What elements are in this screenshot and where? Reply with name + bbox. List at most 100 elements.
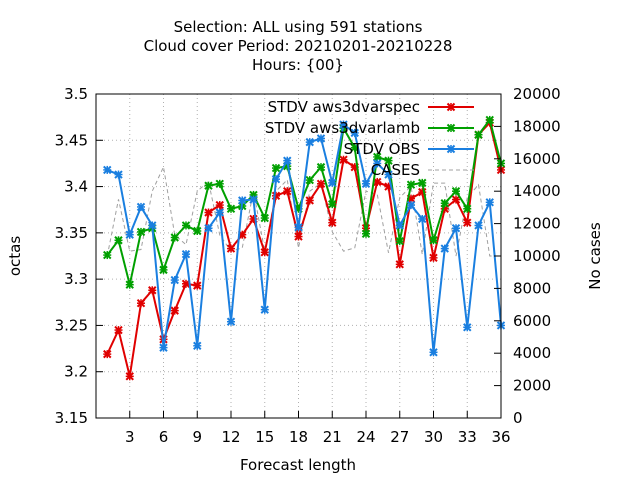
x-tick-label: 6	[159, 428, 169, 446]
x-tick-label: 3	[125, 428, 135, 446]
series-point	[440, 244, 449, 253]
y2-tick-label: 8000	[513, 279, 551, 297]
series-point	[474, 130, 483, 139]
y-tick-label: 3.2	[64, 363, 88, 381]
series-point	[181, 249, 191, 259]
series-point	[283, 156, 292, 165]
series-point	[193, 281, 202, 290]
series-point	[260, 305, 269, 314]
series-point	[305, 137, 314, 147]
series-point	[136, 227, 146, 237]
series-point	[204, 208, 213, 217]
series-point	[373, 159, 382, 168]
x-tick-label: 36	[491, 428, 510, 446]
series-point	[418, 178, 427, 188]
series-point	[463, 323, 472, 332]
series-point	[328, 218, 337, 227]
series-point	[406, 180, 416, 189]
series-point	[193, 226, 202, 236]
series-point	[215, 179, 224, 189]
x-axis-label: Forecast length	[240, 456, 356, 474]
series-point	[451, 195, 461, 204]
y-tick-label: 3.5	[64, 85, 88, 103]
series-point	[395, 221, 404, 230]
grid	[96, 93, 502, 419]
title-line-3: Hours: {00}	[252, 56, 344, 74]
x-tick-label: 27	[390, 428, 409, 446]
series-point	[271, 174, 281, 184]
series-point	[429, 253, 438, 263]
series-point	[226, 204, 236, 213]
series-line	[106, 122, 502, 353]
series-point	[215, 208, 224, 217]
series-point	[170, 233, 179, 242]
series-point	[103, 165, 112, 175]
y2-tick-label: 12000	[513, 215, 561, 233]
series-line	[106, 117, 502, 285]
series-point	[204, 224, 213, 233]
series-point	[114, 325, 123, 335]
y-tick-label: 3.4	[64, 178, 88, 196]
series-point	[148, 286, 157, 295]
series-point	[316, 162, 326, 172]
series-point	[125, 280, 134, 289]
y2-tick-label: 4000	[513, 344, 551, 362]
series-point	[103, 250, 112, 260]
series-point	[384, 156, 393, 165]
series-point	[249, 195, 258, 204]
y2-tick-label: 6000	[513, 312, 551, 330]
series-point	[328, 178, 337, 188]
x-tick-label: 15	[255, 428, 274, 446]
series-point	[271, 191, 281, 201]
x-tick-label: 9	[192, 428, 202, 446]
series-point	[463, 218, 472, 227]
x-tick-label: 24	[356, 428, 375, 446]
series-point	[159, 343, 168, 352]
series-point	[181, 221, 191, 230]
series-point	[294, 223, 303, 232]
series-point	[305, 196, 314, 205]
series-point	[429, 236, 438, 245]
y2-tick-label: 10000	[513, 247, 561, 265]
legend-label: STDV aws3dvarlamb	[265, 119, 420, 137]
series-point	[429, 348, 438, 357]
series-point	[451, 186, 461, 196]
series-point	[463, 204, 472, 213]
y2-tick-label: 14000	[513, 182, 561, 200]
legend-label: CASES	[371, 161, 420, 179]
series-point	[170, 306, 179, 315]
legend-label: STDV aws3dvarspec	[268, 98, 420, 116]
y2-axis-label: No cases	[586, 222, 604, 290]
series-point	[215, 200, 224, 210]
series-point	[294, 232, 303, 241]
title-line-2: Cloud cover Period: 20210201-20210228	[144, 37, 453, 55]
y-axis-label: octas	[6, 236, 24, 276]
series-point	[384, 170, 393, 179]
series-point	[350, 128, 359, 138]
ticks: 3.15 3.2 3.25 3.3 3.35 3.4 3.45 3.5 0 2000 4000 600…	[55, 85, 561, 446]
series-point	[451, 224, 461, 233]
series-point	[474, 221, 483, 230]
legend: STDV aws3dvarspec STDV aws3dvarlamb STDV O…	[265, 98, 474, 179]
y2-tick-label: 0	[513, 409, 523, 427]
series-point	[136, 299, 146, 308]
series-layer	[103, 115, 506, 381]
series-point	[125, 372, 134, 381]
series-point	[485, 198, 494, 207]
legend-label: STDV OBS	[344, 140, 420, 158]
series-point	[103, 349, 112, 359]
series-point	[238, 196, 247, 205]
series-point	[226, 244, 236, 253]
series-point	[271, 163, 281, 173]
series-point	[316, 134, 326, 143]
series-point	[181, 279, 191, 288]
series-point	[260, 248, 269, 257]
y-tick-label: 3.25	[55, 316, 88, 334]
series-point	[395, 236, 404, 246]
series-point	[260, 213, 269, 223]
series-point	[136, 202, 146, 212]
series-point	[361, 229, 371, 238]
series-point	[114, 236, 123, 245]
y-tick-label: 3.15	[55, 409, 88, 427]
